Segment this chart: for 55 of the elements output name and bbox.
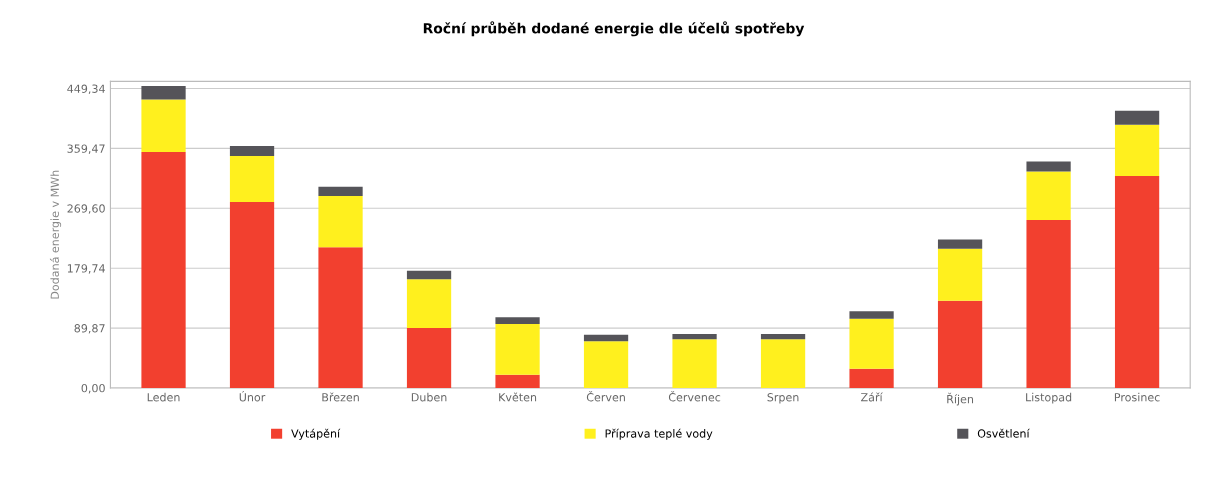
bar	[672, 339, 717, 388]
bar	[495, 374, 540, 388]
x-tick-label: Srpen	[767, 393, 799, 404]
y-tick-label: 359,47	[67, 144, 105, 154]
x-tick-label: Březen	[322, 392, 359, 402]
legend-label: Osvětlení	[977, 428, 1030, 438]
y-tick-label: 269,60	[67, 204, 105, 214]
legend-label: Vytápění	[291, 428, 341, 440]
bar	[141, 86, 186, 100]
bar	[937, 239, 983, 249]
bar	[1114, 110, 1160, 125]
bar	[1026, 161, 1071, 172]
bar	[672, 334, 717, 340]
bar	[760, 339, 806, 388]
x-tick-label: Duben	[411, 392, 447, 402]
bar	[760, 334, 806, 340]
bar	[849, 318, 894, 369]
bar	[1114, 176, 1160, 388]
bar	[406, 279, 452, 329]
bar	[318, 196, 363, 248]
bar	[937, 248, 983, 301]
y-tick-label: 89,87	[74, 324, 105, 334]
x-tick-label: Listopad	[1026, 392, 1072, 404]
bar	[229, 146, 275, 157]
y-tick-label: 449,34	[67, 84, 105, 95]
y-tick-label: 0,00	[81, 383, 105, 394]
bar	[229, 156, 275, 203]
bar	[495, 324, 540, 375]
y-tick-label: 179,74	[67, 264, 105, 274]
bar	[1026, 220, 1071, 388]
y-axis-title: Dodaná energie v MWh	[49, 170, 62, 299]
x-tick-label: Prosinec	[1114, 392, 1160, 402]
x-tick-label: Květen	[499, 392, 537, 402]
legend-label: Příprava teplé vody	[605, 428, 713, 440]
bar	[583, 341, 629, 388]
x-tick-label: Leden	[147, 392, 180, 402]
bar	[406, 270, 452, 280]
x-tick-label: Říjen	[947, 392, 974, 406]
bar	[318, 186, 363, 197]
x-tick-label: Červen	[586, 391, 625, 402]
bar	[406, 328, 452, 388]
bar	[1026, 171, 1071, 221]
bar	[141, 99, 186, 153]
bar	[849, 311, 894, 319]
chart-title: Roční průběh dodané energie dle účelů spotřeby	[423, 21, 805, 37]
bar	[937, 300, 983, 388]
bar	[229, 202, 275, 388]
x-tick-label: Únor	[239, 391, 266, 402]
bar	[849, 368, 894, 388]
x-tick-label: Červenec	[668, 391, 721, 402]
bar	[318, 247, 363, 388]
x-tick-label: Září	[861, 392, 883, 402]
bar	[141, 152, 186, 388]
bar	[1114, 124, 1160, 177]
bar	[495, 317, 540, 325]
